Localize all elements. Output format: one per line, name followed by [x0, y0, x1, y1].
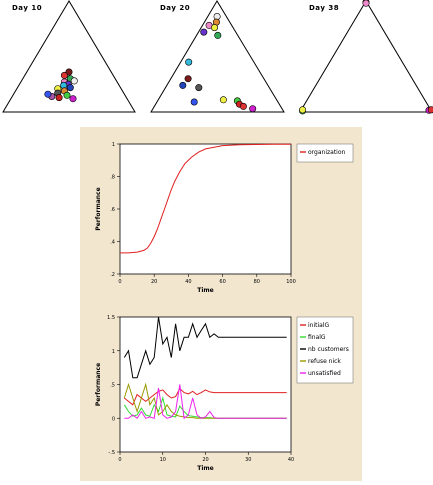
triangle-2-marker-6 [214, 31, 222, 39]
chart-2-plot-area [119, 316, 292, 453]
triangle-1-marker-4 [70, 77, 78, 85]
chart-2-xtick-5: 40 [288, 457, 294, 463]
chart-1-series-1-line [120, 143, 291, 254]
chart-2-xtick-3: 20 [202, 457, 208, 463]
chart-2-series-1-line [123, 387, 287, 406]
chart-1-xtick-5: 80 [254, 279, 260, 285]
triangle-2-marker-10 [195, 84, 203, 92]
chart-1-ytick-1: .2 [110, 272, 115, 278]
chart-1-xtick-6: 100 [286, 279, 296, 285]
chart-1-xtick-4: 60 [219, 279, 225, 285]
triangle-1-marker-15 [69, 95, 77, 103]
triangle-1-marker-14 [55, 94, 63, 102]
triangle-1-marker-2 [60, 71, 68, 79]
chart-1-xtick-3: 40 [185, 279, 191, 285]
triangle-2-marker-7 [185, 58, 193, 66]
triangle-2-title: Day 20 [160, 4, 191, 12]
chart-1-xtick-1: 0 [118, 279, 121, 285]
triangle-3-marker-6 [427, 106, 433, 114]
triangle-3-title: Day 38 [309, 4, 340, 12]
triangle-2-marker-15 [249, 105, 257, 113]
triangle-3-marker-4 [299, 106, 307, 114]
chart-2-series-4-line [123, 382, 287, 419]
triangle-2-marker-9 [179, 81, 187, 89]
chart-1-ytick-5: 1 [112, 142, 115, 148]
chart-2-legend-label-4: refuse nick [308, 358, 341, 365]
triangle-1-outline [2, 0, 136, 113]
chart-2-legend-label-2: finalG [308, 334, 326, 341]
chart-2-legend [296, 316, 354, 384]
chart-2-xtick-4: 30 [245, 457, 251, 463]
chart-2-xlabel: Time [197, 465, 213, 472]
triangle-2-marker-16 [190, 98, 198, 106]
chart-2-ytick-1: -.5 [108, 450, 115, 456]
chart-1-ytick-3: .6 [110, 207, 115, 213]
triangle-3-marker-2 [362, 0, 370, 7]
chart-1-ytick-2: .4 [110, 240, 115, 246]
chart-2-ytick-5: 1.5 [107, 315, 115, 321]
triangle-1-title: Day 10 [12, 4, 43, 12]
chart-2-legend-label-3: nb customers [308, 346, 349, 353]
triangle-1-marker-12 [63, 91, 71, 99]
performance-charts: 0 20 40 60 80 100.2.4.6.81TimePerformanceorga… [95, 142, 354, 472]
triangle-2-marker-8 [184, 75, 192, 83]
chart-2-ylabel: Performance [95, 363, 102, 406]
triangle-2-marker-11 [219, 96, 227, 104]
chart-1-ytick-4: .8 [110, 175, 115, 181]
chart-2-series-3-line [123, 316, 287, 379]
chart-2-legend-label-1: initialG [308, 322, 330, 329]
chart-2-series-2-line [123, 396, 287, 419]
triangle-3-outline [299, 0, 433, 113]
chart-2-xtick-2: 10 [160, 457, 166, 463]
chart-2-ytick-2: 0 [112, 416, 115, 422]
chart-2-series-5-line [124, 384, 287, 420]
chart-1-legend [296, 143, 354, 163]
performance-panel: 0 20 40 60 80 100.2.4.6.8 1 Time Performance orga… [80, 127, 362, 481]
ternary-plots [2, 0, 433, 115]
triangle-2-outline [150, 0, 285, 113]
chart-1-xtick-2: 20 [151, 279, 157, 285]
triangle-2-marker-14 [239, 102, 247, 110]
chart-1-plot-area [119, 143, 292, 275]
triangle-1-marker-16 [44, 90, 52, 98]
chart-1-legend-label-1: organization [308, 149, 346, 156]
chart-1-xlabel: Time [197, 287, 213, 294]
triangle-2-marker-5 [200, 28, 208, 36]
chart-2-ytick-4: 1 [112, 349, 115, 355]
chart-2-xtick-1: 0 [118, 457, 121, 463]
chart-2-ytick-3: .5 [110, 383, 115, 389]
chart-2-legend-label-5: unsatisfied [308, 370, 341, 377]
triangle-1-marker-8 [66, 84, 74, 92]
triangle-2-marker-4 [211, 24, 219, 32]
chart-1-ylabel: Performance [95, 187, 102, 230]
